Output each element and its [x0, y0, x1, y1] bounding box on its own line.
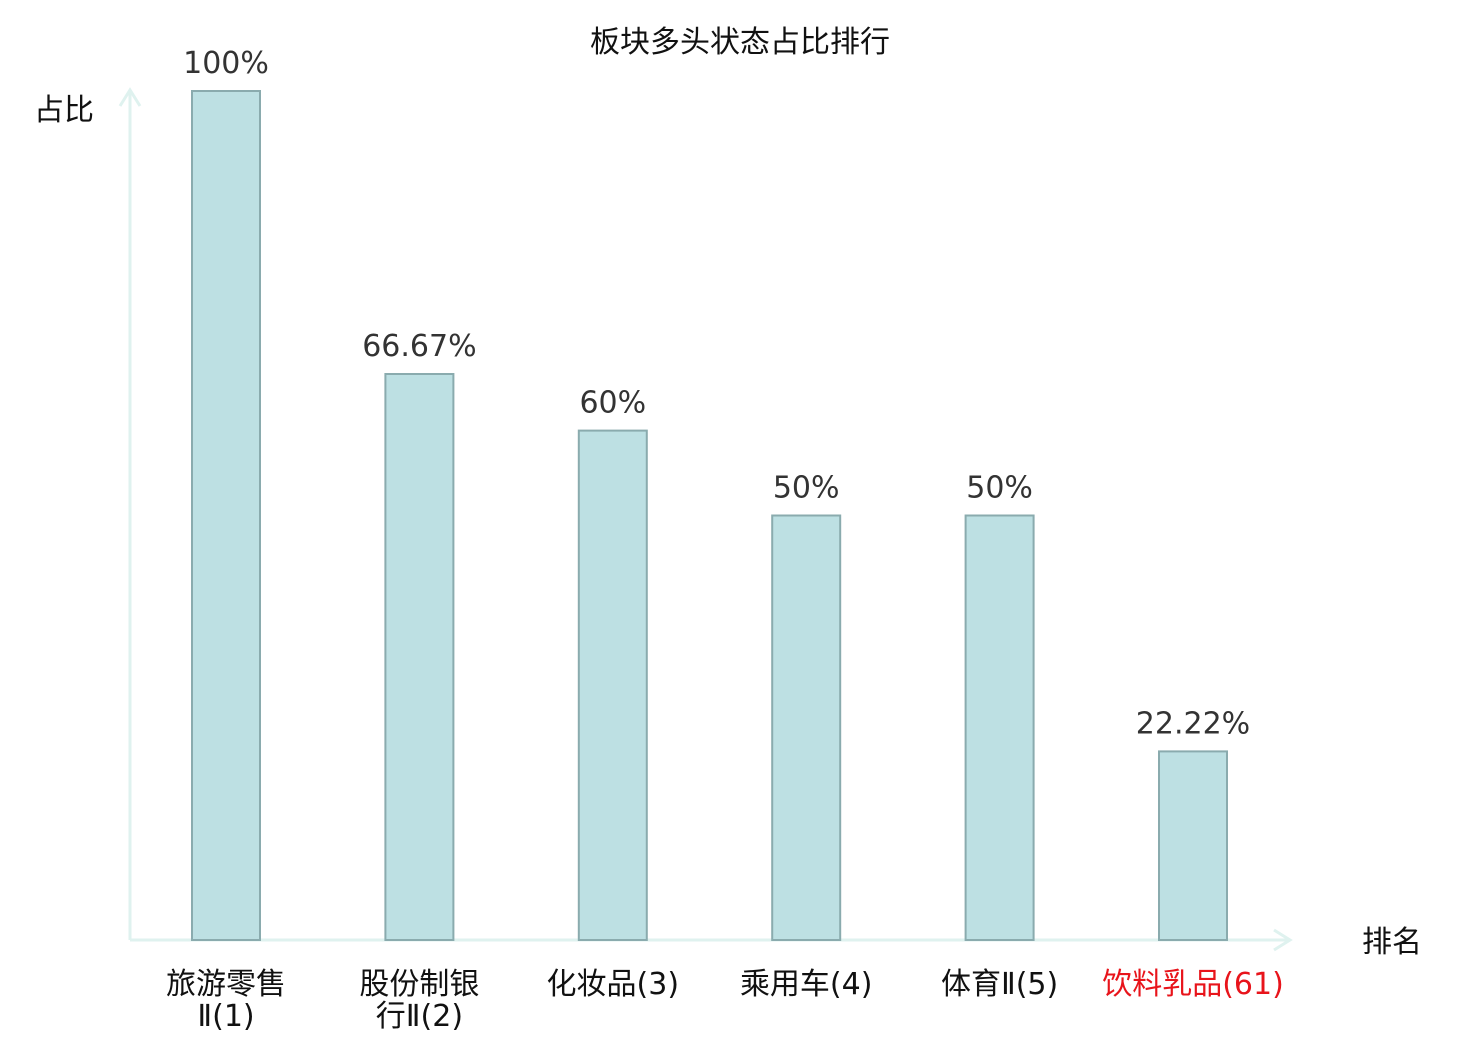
bar [964, 514, 1035, 941]
bar [384, 373, 455, 941]
bar [191, 90, 261, 941]
category-labels-group: 旅游零售 Ⅱ(1) 股份制银行Ⅱ(2) 化妆品(3) 乘用车(4) 体育Ⅱ(5) 饮料乳品(… [166, 967, 1284, 1034]
category-label: 乘用车(4) [740, 967, 873, 1002]
category-label: 化妆品(3) [547, 967, 680, 1002]
category-label: 体育Ⅱ(5) [941, 967, 1058, 1002]
category-label-line: 股份制银 [359, 967, 479, 1002]
x-axis-arrow [1273, 928, 1293, 952]
category-label-line: 乘用车(4) [740, 967, 873, 1002]
bar [1158, 750, 1228, 942]
value-label: 50% [966, 471, 1033, 506]
category-label-line: 行Ⅱ(2) [376, 999, 463, 1034]
bars-group [191, 90, 1228, 942]
category-label-line: 化妆品(3) [547, 967, 680, 1002]
category-label-line: 体育Ⅱ(5) [941, 967, 1058, 1002]
bar [771, 514, 842, 941]
value-label: 100% [183, 46, 269, 81]
value-label: 60% [579, 386, 646, 421]
chart-title: 板块多头状态占比排行 [590, 25, 890, 60]
value-label: 50% [773, 471, 840, 506]
category-label: 股份制银行Ⅱ(2) [359, 967, 479, 1034]
x-axis-label: 排名 [1362, 925, 1422, 960]
bar [577, 429, 648, 941]
y-axis-arrow [118, 87, 142, 107]
category-label: 饮料乳品(61) [1102, 967, 1284, 1002]
category-label: 旅游零售 Ⅱ(1) [166, 967, 286, 1034]
value-label: 22.22% [1136, 706, 1250, 741]
category-label-line: 旅游零售 [166, 967, 286, 1002]
category-label-line: 饮料乳品(61) [1102, 967, 1284, 1002]
y-axis-label: 占比 [34, 93, 94, 128]
value-label: 66.67% [362, 329, 476, 364]
category-label-line: Ⅱ(1) [197, 999, 254, 1034]
value-labels-group: 100% 66.67% 60% 50% 50% 22.22% [183, 46, 1250, 741]
axes [118, 87, 1293, 952]
